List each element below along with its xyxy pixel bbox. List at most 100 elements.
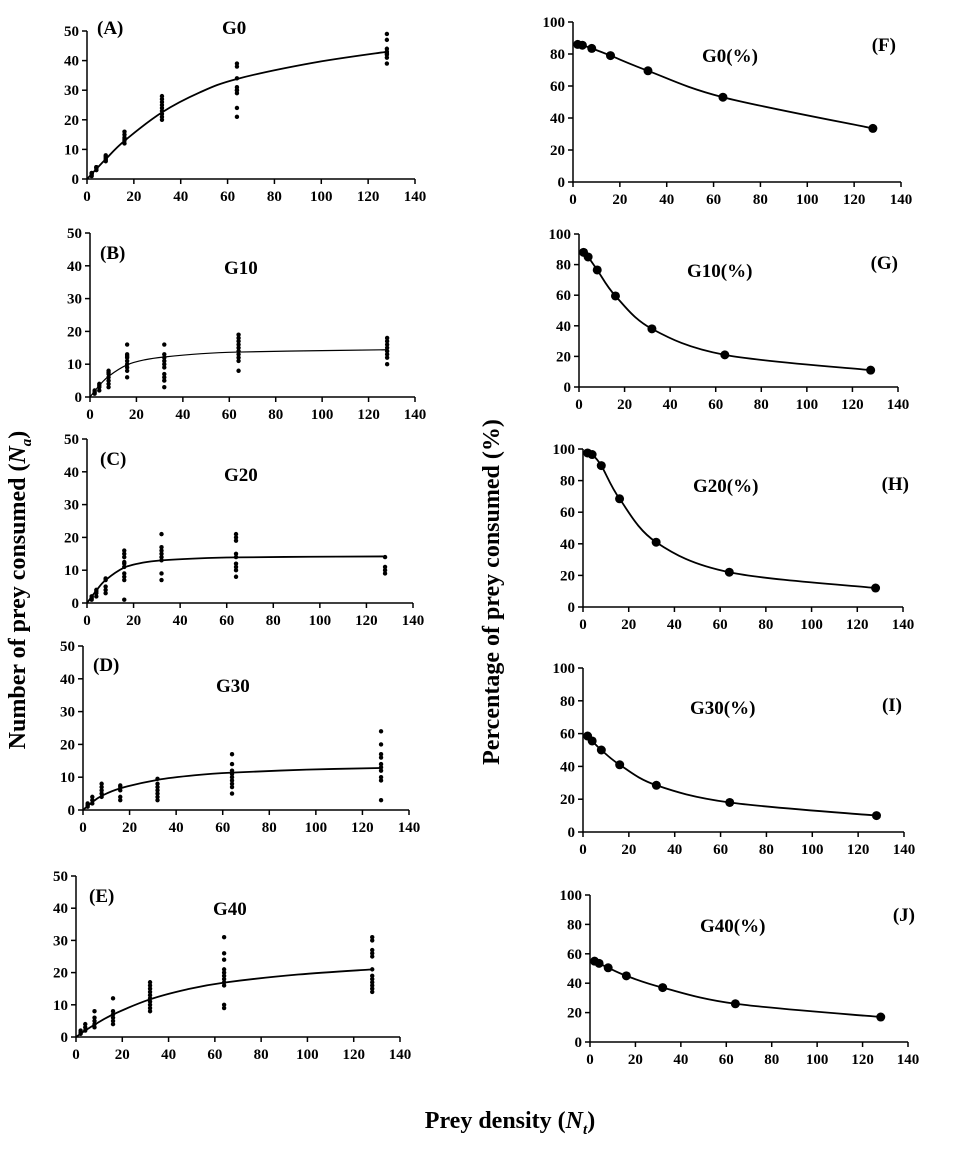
data-point xyxy=(94,587,99,593)
data-point xyxy=(596,461,606,471)
x-tick-label: 60 xyxy=(713,842,728,858)
data-point xyxy=(378,778,384,783)
data-point xyxy=(868,123,878,133)
y-tick-label: 50 xyxy=(67,226,82,242)
x-tick-label: 20 xyxy=(612,192,627,208)
data-point xyxy=(876,1012,886,1022)
x-tick-label: 100 xyxy=(309,613,332,629)
data-point xyxy=(106,381,111,387)
panel-label: (B) xyxy=(100,243,125,264)
x-tick-label: 40 xyxy=(667,842,682,858)
data-point xyxy=(147,1005,153,1011)
data-point xyxy=(122,129,127,134)
x-tick-label: 0 xyxy=(83,189,91,205)
y-tick-label: 20 xyxy=(64,530,79,546)
x-tick-label: 100 xyxy=(311,407,334,423)
panel-g: 0 20 40 60 80 100 120 140 0 20 40 60 80 100 (G) G10(%) xyxy=(549,227,910,413)
data-point xyxy=(147,983,153,988)
data-point xyxy=(378,729,384,734)
data-point xyxy=(103,587,108,593)
data-point xyxy=(99,781,104,786)
y-tick-label: 100 xyxy=(549,227,572,243)
right-y-axis-title: Percentage of prey consumed (%) xyxy=(479,402,509,782)
x-tick-label: 0 xyxy=(72,1047,80,1063)
panel-d: 0 20 40 60 80 100 120 140 0 10 20 30 40 50 (D) G30 xyxy=(60,639,420,836)
y-tick-label: 0 xyxy=(564,380,572,396)
panel-label: (J) xyxy=(893,905,915,926)
data-point xyxy=(162,352,167,357)
panel-title: G20 xyxy=(224,465,258,486)
x-tick-label: 100 xyxy=(800,617,823,633)
data-point xyxy=(122,554,127,560)
data-point xyxy=(159,548,164,553)
data-point xyxy=(236,335,241,341)
x-tick-label: 40 xyxy=(169,820,184,836)
data-point xyxy=(106,378,111,383)
data-point xyxy=(233,554,239,560)
data-point xyxy=(103,590,108,596)
x-tick-label: 80 xyxy=(758,617,773,633)
data-point xyxy=(124,342,130,347)
data-point xyxy=(370,954,375,959)
data-point xyxy=(378,755,384,760)
data-point xyxy=(110,1009,116,1014)
right-y-axis-title-text: Percentage of prey consumed (%) xyxy=(479,419,505,765)
data-point xyxy=(594,958,604,968)
x-tick-label: 80 xyxy=(753,192,768,208)
panel-label: (E) xyxy=(89,886,114,907)
data-point xyxy=(370,980,375,985)
data-point xyxy=(382,571,388,576)
data-point xyxy=(221,973,227,979)
data-point xyxy=(587,43,597,53)
x-tick-label: 100 xyxy=(806,1052,829,1068)
y-tick-label: 80 xyxy=(560,474,575,490)
data-point xyxy=(229,771,235,777)
data-point xyxy=(162,362,167,367)
data-point xyxy=(90,801,95,806)
panel-i: 0 20 40 60 80 100 120 140 0 20 40 60 80 100 (I) G30(%) xyxy=(553,661,916,858)
data-point xyxy=(159,571,164,576)
x-tick-label: 80 xyxy=(268,407,283,423)
data-point xyxy=(122,551,127,556)
data-point xyxy=(384,345,390,350)
data-point xyxy=(651,537,661,547)
data-point xyxy=(236,358,241,364)
data-point xyxy=(234,76,240,81)
data-point xyxy=(110,1021,116,1027)
data-point xyxy=(118,794,123,800)
data-point xyxy=(384,339,390,344)
x-tick-label: 0 xyxy=(86,407,94,423)
y-tick-label: 40 xyxy=(53,901,68,917)
y-tick-label: 60 xyxy=(560,505,575,521)
data-point xyxy=(89,594,94,599)
data-point xyxy=(236,342,241,347)
data-point xyxy=(647,324,657,334)
data-point xyxy=(103,576,108,581)
data-point xyxy=(233,561,239,566)
x-tick-label: 140 xyxy=(398,820,421,836)
panel-c: 0 20 40 60 80 100 120 140 0 10 20 30 40 50 (C) G20 xyxy=(64,432,424,629)
left-y-axis-title-sub: a xyxy=(18,438,35,447)
x-tick-label: 40 xyxy=(663,397,678,413)
data-point xyxy=(162,384,167,390)
y-tick-label: 10 xyxy=(53,998,68,1014)
x-tick-label: 80 xyxy=(764,1052,779,1068)
x-tick-label: 100 xyxy=(796,192,819,208)
data-point xyxy=(370,938,375,943)
panel-title: G10(%) xyxy=(687,261,752,282)
x-axis-title-sub: t xyxy=(583,1121,588,1138)
x-tick-label: 140 xyxy=(389,1047,412,1063)
y-tick-label: 80 xyxy=(567,917,582,933)
panel-b: 0 20 40 60 80 100 120 140 0 10 20 30 40 50 (B) G10 xyxy=(67,226,426,423)
x-tick-label: 40 xyxy=(667,617,682,633)
data-point xyxy=(159,545,164,550)
data-point xyxy=(378,797,384,803)
x-tick-label: 120 xyxy=(355,613,378,629)
data-point xyxy=(221,934,227,940)
data-point xyxy=(643,66,653,76)
y-tick-label: 100 xyxy=(560,888,583,904)
data-point xyxy=(378,768,384,773)
data-point xyxy=(110,996,116,1001)
data-point xyxy=(78,1028,83,1033)
